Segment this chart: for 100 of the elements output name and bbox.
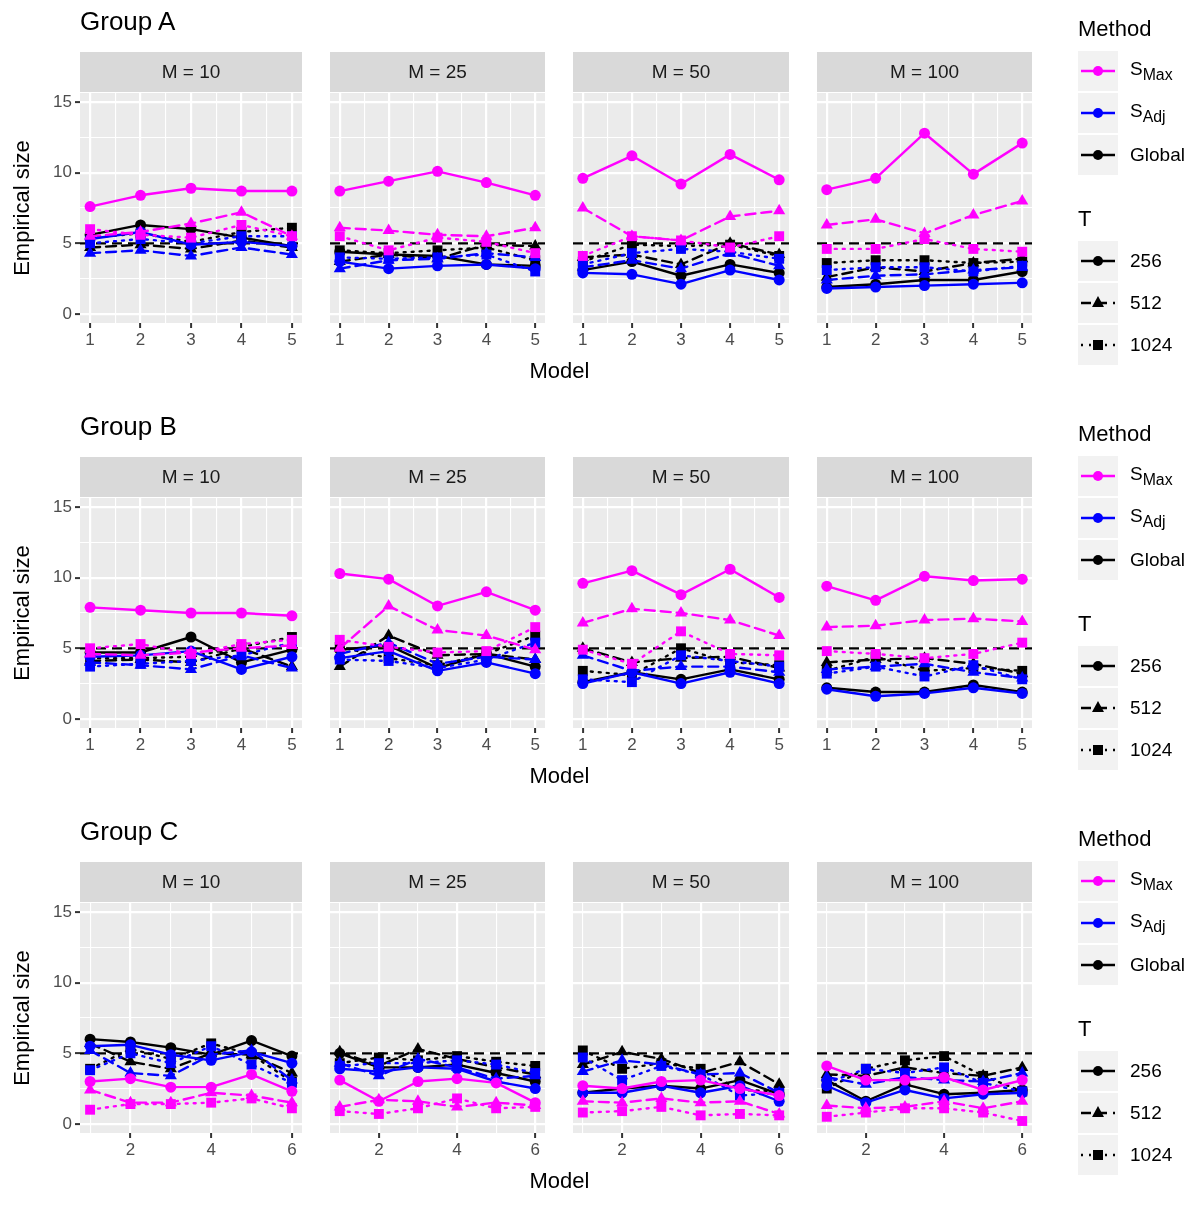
- text: 256: [1130, 655, 1162, 677]
- x-tick-label: 1: [85, 329, 95, 349]
- x-tick-label: 5: [774, 329, 784, 349]
- x-tick-label: 6: [530, 1139, 540, 1159]
- x-tick-label: 2: [383, 329, 394, 349]
- y-tick-label: 10: [53, 567, 72, 587]
- chart-title: M = 25: [408, 466, 467, 488]
- y-axis-title: Empirical size: [9, 140, 35, 276]
- chart-title: M = 100: [889, 466, 960, 488]
- text: 1024: [1130, 739, 1173, 761]
- x-tick-label: 5: [774, 734, 784, 754]
- x-tick-label: 3: [919, 329, 930, 349]
- x-tick-label: 1: [335, 329, 345, 349]
- legend-label: S$_{Adj}$: [1130, 505, 1166, 531]
- y-tick-label: 5: [62, 1042, 72, 1062]
- x-tick-label: 5: [1017, 329, 1027, 349]
- x-tick-label: 1: [335, 734, 345, 754]
- x-axis-title: Model: [528, 358, 591, 384]
- chart-title: M = 50: [651, 466, 711, 488]
- legend-label: S$_{Max}$: [1130, 58, 1173, 84]
- x-tick-label: 1: [85, 734, 95, 754]
- legend-title: Method: [1078, 16, 1153, 42]
- x-tick-label: 2: [870, 329, 881, 349]
- text: 512: [1130, 292, 1162, 314]
- x-tick-label: 4: [236, 329, 247, 349]
- chart-title: M = 100: [889, 871, 960, 893]
- x-tick-label: 4: [695, 1139, 706, 1159]
- x-tick-label: 4: [452, 1139, 462, 1159]
- x-tick-label: 4: [939, 1139, 949, 1159]
- y-tick-label: 0: [62, 708, 72, 728]
- y-tick-label: 5: [62, 637, 72, 657]
- y-tick-label: 15: [53, 901, 72, 921]
- text: T: [1078, 206, 1093, 232]
- x-tick-label: 1: [822, 329, 832, 349]
- y-tick-label: 10: [53, 162, 72, 182]
- x-tick-label: 3: [676, 734, 686, 754]
- text: 1024: [1130, 1144, 1173, 1166]
- x-tick-label: 2: [135, 329, 146, 349]
- x-tick-label: 5: [530, 329, 540, 349]
- x-tick-label: 2: [374, 1139, 384, 1159]
- legend-label: Global: [1130, 144, 1185, 166]
- x-axis-title: Model: [528, 1168, 591, 1194]
- x-tick-label: 6: [1017, 1139, 1027, 1159]
- text: 256: [1130, 250, 1162, 272]
- x-tick-label: 4: [968, 734, 979, 754]
- x-tick-label: 2: [861, 1139, 871, 1159]
- chart-subtitle: Group B: [80, 411, 177, 442]
- text: T: [1078, 1016, 1093, 1042]
- legend-label: Global: [1130, 954, 1185, 976]
- chart-title: M = 50: [651, 61, 711, 83]
- x-tick-label: 3: [186, 329, 196, 349]
- x-tick-label: 3: [432, 734, 443, 754]
- x-tick-label: 1: [822, 734, 832, 754]
- x-tick-label: 4: [236, 734, 247, 754]
- x-tick-label: 5: [1017, 734, 1027, 754]
- x-tick-label: 1: [578, 329, 588, 349]
- y-tick-label: 5: [62, 232, 72, 252]
- text: 512: [1130, 1102, 1162, 1124]
- x-axis-title: Model: [528, 763, 591, 789]
- legend-label: S$_{Adj}$: [1130, 100, 1166, 126]
- chart-title: M = 25: [408, 871, 467, 893]
- chart-title: M = 25: [408, 61, 467, 83]
- text: 1024: [1130, 334, 1173, 356]
- chart-subtitle: Group C: [80, 816, 179, 847]
- x-tick-label: 2: [870, 734, 881, 754]
- chart-title: M = 50: [651, 871, 711, 893]
- chart-title: M = 10: [161, 61, 221, 83]
- legend-label: S$_{Max}$: [1130, 463, 1173, 489]
- legend-label: Global: [1130, 549, 1185, 571]
- y-tick-label: 15: [53, 496, 72, 516]
- x-tick-label: 4: [725, 734, 735, 754]
- x-tick-label: 5: [287, 734, 297, 754]
- x-tick-label: 2: [125, 1139, 136, 1159]
- legend-title: Method: [1078, 826, 1153, 852]
- x-tick-label: 4: [968, 329, 979, 349]
- text: 512: [1130, 697, 1162, 719]
- text: T: [1078, 611, 1093, 637]
- chart-title: M = 10: [161, 871, 221, 893]
- chart-subtitle: Group A: [80, 6, 176, 37]
- y-tick-label: 15: [53, 91, 72, 111]
- x-tick-label: 3: [186, 734, 196, 754]
- x-tick-label: 4: [206, 1139, 216, 1159]
- x-tick-label: 2: [627, 734, 637, 754]
- chart-title: M = 10: [161, 466, 221, 488]
- x-tick-label: 1: [578, 734, 588, 754]
- y-axis-title: Empirical size: [9, 545, 35, 681]
- y-tick-label: 0: [62, 303, 72, 323]
- x-tick-label: 3: [432, 329, 443, 349]
- legend-label: S$_{Max}$: [1130, 868, 1173, 894]
- x-tick-label: 3: [676, 329, 686, 349]
- x-tick-label: 2: [627, 329, 637, 349]
- x-tick-label: 4: [481, 734, 492, 754]
- x-tick-label: 5: [287, 329, 297, 349]
- x-tick-label: 4: [481, 329, 492, 349]
- x-tick-label: 4: [725, 329, 735, 349]
- text: 256: [1130, 1060, 1162, 1082]
- y-axis-title: Empirical size: [9, 950, 35, 1086]
- x-tick-label: 2: [135, 734, 146, 754]
- x-tick-label: 3: [919, 734, 930, 754]
- y-tick-label: 10: [53, 972, 72, 992]
